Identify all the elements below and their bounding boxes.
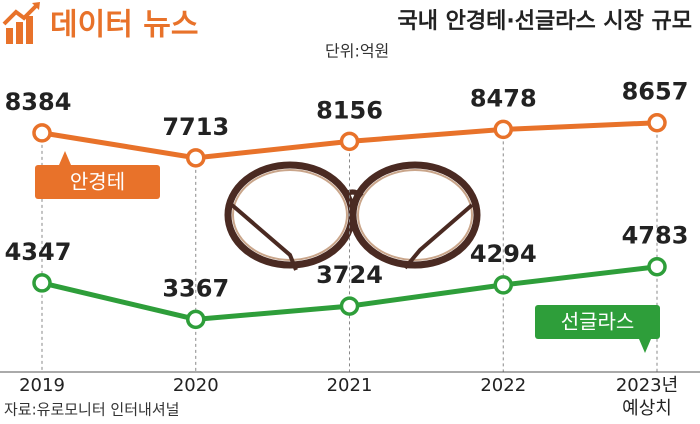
x-tick-label: 2019 [19,375,65,396]
legend-pointer [639,339,651,353]
legend-box [35,165,160,199]
data-label: 8657 [622,78,689,106]
data-point [493,119,513,140]
data-point [186,309,206,330]
data-label: 7713 [162,113,229,141]
logo-icon [2,2,40,44]
data-label: 4783 [622,222,689,250]
logo-text: 데이터 뉴스 [50,8,198,43]
source: 자료:유로모니터 인터내셔널 [4,401,179,419]
legend-label: 선글라스 [561,310,635,334]
chart-title: 국내 안경테·선글라스 시장 규모 [398,9,692,34]
data-point [647,112,667,133]
data-label: 8384 [5,88,72,116]
legend-item: 선글라스 [535,305,660,353]
data-point [647,256,667,277]
data-label: 3367 [162,274,229,302]
data-label: 4347 [5,238,72,266]
data-label: 8156 [316,96,383,124]
data-label: 3724 [316,261,383,289]
data-label: 4294 [470,240,537,268]
x-tick-label: 2023년 [616,375,678,396]
x-tick-label: 2022 [480,375,526,396]
legend-item: 안경테 [35,151,160,199]
x-tick-note: 예상치 [622,398,672,419]
legend-label: 안경테 [70,170,125,194]
data-label: 8478 [470,84,537,112]
legend-box [535,305,660,339]
glasses-illustration [224,161,481,271]
chart-subtitle: 단위:억원 [325,42,389,61]
x-tick-label: 2021 [327,375,373,396]
legend-pointer [59,151,71,165]
x-tick-label: 2020 [173,375,219,396]
data-point [32,123,52,143]
data-point [339,131,360,152]
data-point [32,273,52,293]
data-point [493,275,513,295]
data-point [339,296,360,316]
data-point [186,148,206,168]
